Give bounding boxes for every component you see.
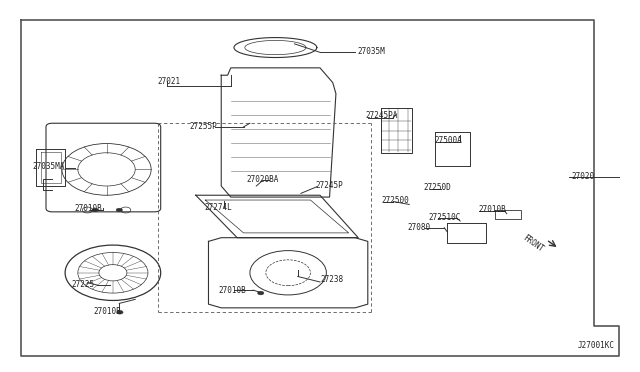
Text: 27225: 27225 xyxy=(72,280,95,289)
Text: 27255P: 27255P xyxy=(189,122,217,131)
Circle shape xyxy=(116,208,122,212)
Text: 27250D: 27250D xyxy=(423,183,451,192)
Text: J27001KC: J27001KC xyxy=(578,341,615,350)
Text: 27035M: 27035M xyxy=(357,47,385,56)
Text: 272510C: 272510C xyxy=(428,213,461,222)
Text: 27245PA: 27245PA xyxy=(366,110,398,120)
Text: 27245P: 27245P xyxy=(316,182,343,190)
Text: 27080: 27080 xyxy=(408,223,431,232)
Text: 27035MA: 27035MA xyxy=(32,162,65,171)
Text: 27274L: 27274L xyxy=(204,202,232,212)
Circle shape xyxy=(257,291,264,295)
Text: 27238: 27238 xyxy=(320,275,343,283)
Text: 272500: 272500 xyxy=(381,196,409,205)
Text: 27010B: 27010B xyxy=(94,307,122,316)
Circle shape xyxy=(92,208,99,212)
Circle shape xyxy=(116,310,123,314)
Text: 27010B: 27010B xyxy=(75,204,102,214)
Text: FRONT: FRONT xyxy=(522,233,545,254)
Text: 27021: 27021 xyxy=(157,77,180,86)
Text: 27020BA: 27020BA xyxy=(246,175,279,184)
Text: 27020: 27020 xyxy=(572,172,595,181)
Text: 27010B: 27010B xyxy=(218,286,246,295)
Text: 27500A: 27500A xyxy=(435,137,463,145)
Text: 27010B: 27010B xyxy=(478,205,506,215)
